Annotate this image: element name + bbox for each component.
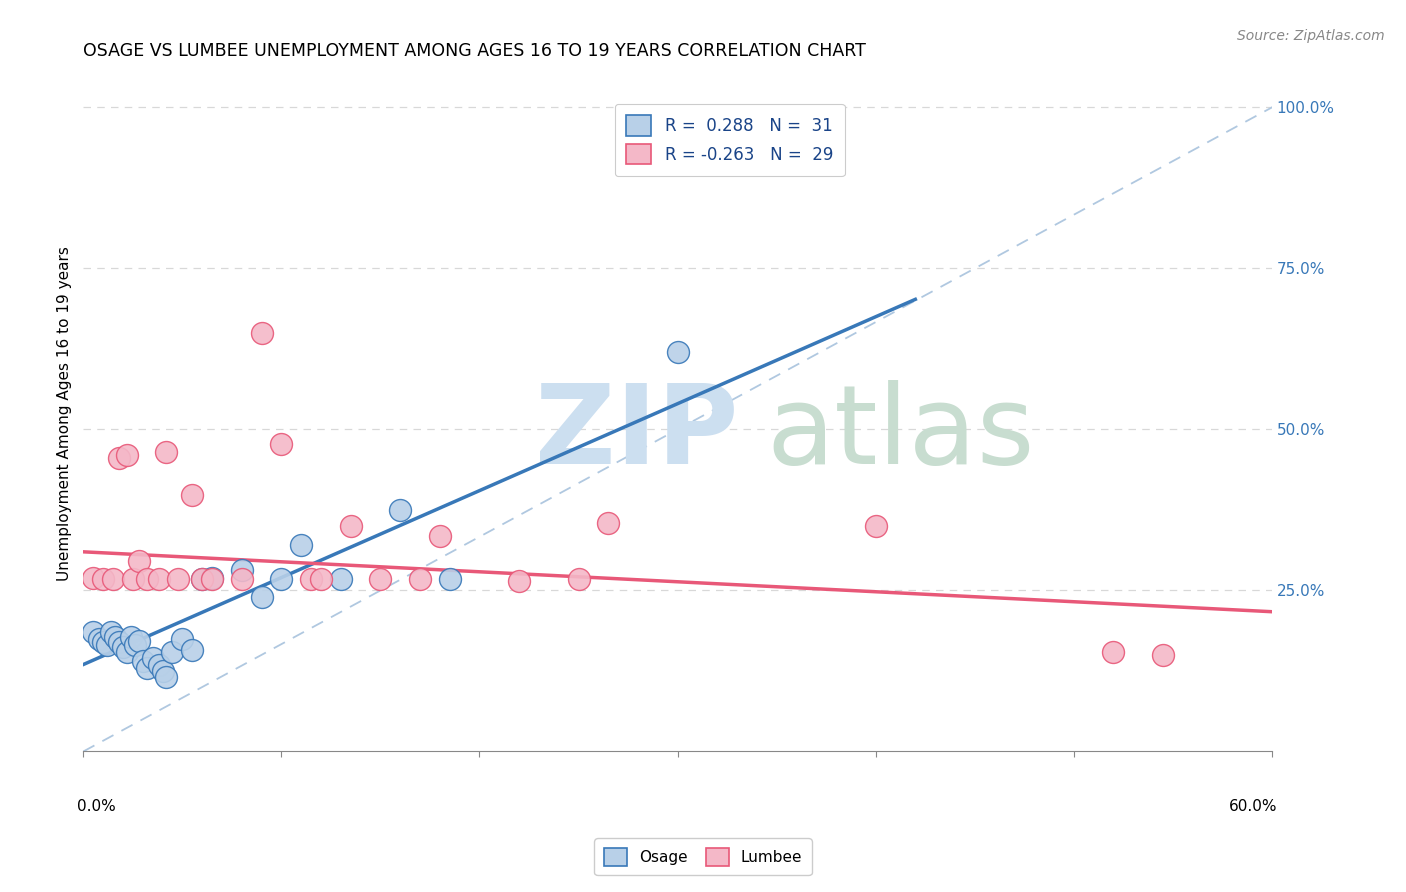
- Point: [409, 572, 432, 586]
- Point: [91, 572, 114, 586]
- Point: [201, 571, 224, 585]
- Point: [82, 571, 104, 585]
- Point: [89, 632, 111, 646]
- Legend: R =  0.288   N =  31, R = -0.263   N =  29: R = 0.288 N = 31, R = -0.263 N = 29: [614, 103, 845, 176]
- Text: 60.0%: 60.0%: [1229, 799, 1278, 814]
- Point: [329, 572, 352, 586]
- Point: [1152, 648, 1174, 662]
- Point: [201, 572, 224, 586]
- Point: [135, 661, 157, 675]
- Point: [290, 538, 312, 552]
- Point: [91, 635, 114, 649]
- Point: [181, 642, 204, 657]
- Point: [191, 572, 214, 586]
- Point: [152, 664, 174, 678]
- Text: atlas: atlas: [766, 380, 1035, 487]
- Point: [299, 572, 322, 586]
- Point: [162, 645, 184, 659]
- Point: [128, 554, 150, 568]
- Point: [309, 572, 332, 586]
- Point: [108, 451, 131, 466]
- Point: [389, 503, 412, 517]
- Y-axis label: Unemployment Among Ages 16 to 19 years: Unemployment Among Ages 16 to 19 years: [58, 246, 72, 581]
- Legend: Osage, Lumbee: Osage, Lumbee: [595, 838, 811, 875]
- Point: [270, 436, 292, 450]
- Point: [167, 572, 190, 586]
- Point: [132, 654, 155, 668]
- Point: [100, 625, 122, 640]
- Point: [135, 572, 157, 586]
- Text: 0.0%: 0.0%: [77, 799, 117, 814]
- Point: [270, 572, 292, 586]
- Point: [155, 670, 177, 684]
- Point: [598, 516, 620, 530]
- Text: Source: ZipAtlas.com: Source: ZipAtlas.com: [1237, 29, 1385, 43]
- Point: [567, 572, 589, 586]
- Point: [120, 630, 142, 644]
- Point: [111, 640, 134, 654]
- Point: [82, 625, 104, 640]
- Point: [191, 572, 214, 586]
- Point: [439, 572, 461, 586]
- Point: [1102, 645, 1125, 659]
- Point: [231, 572, 253, 586]
- Point: [104, 630, 127, 644]
- Text: ZIP: ZIP: [534, 380, 738, 487]
- Point: [96, 638, 118, 652]
- Point: [172, 632, 194, 646]
- Point: [181, 488, 204, 502]
- Point: [865, 519, 887, 533]
- Point: [250, 590, 273, 604]
- Point: [115, 645, 138, 659]
- Point: [429, 529, 451, 543]
- Point: [101, 572, 124, 586]
- Point: [250, 326, 273, 340]
- Point: [121, 572, 143, 586]
- Point: [148, 572, 170, 586]
- Point: [148, 657, 170, 672]
- Point: [231, 563, 253, 577]
- Point: [142, 651, 165, 665]
- Point: [124, 638, 146, 652]
- Text: OSAGE VS LUMBEE UNEMPLOYMENT AMONG AGES 16 TO 19 YEARS CORRELATION CHART: OSAGE VS LUMBEE UNEMPLOYMENT AMONG AGES …: [83, 42, 866, 60]
- Point: [108, 635, 131, 649]
- Point: [370, 572, 392, 586]
- Point: [128, 633, 150, 648]
- Point: [155, 445, 177, 459]
- Point: [339, 519, 361, 533]
- Point: [666, 345, 689, 359]
- Point: [115, 448, 138, 462]
- Point: [508, 574, 530, 588]
